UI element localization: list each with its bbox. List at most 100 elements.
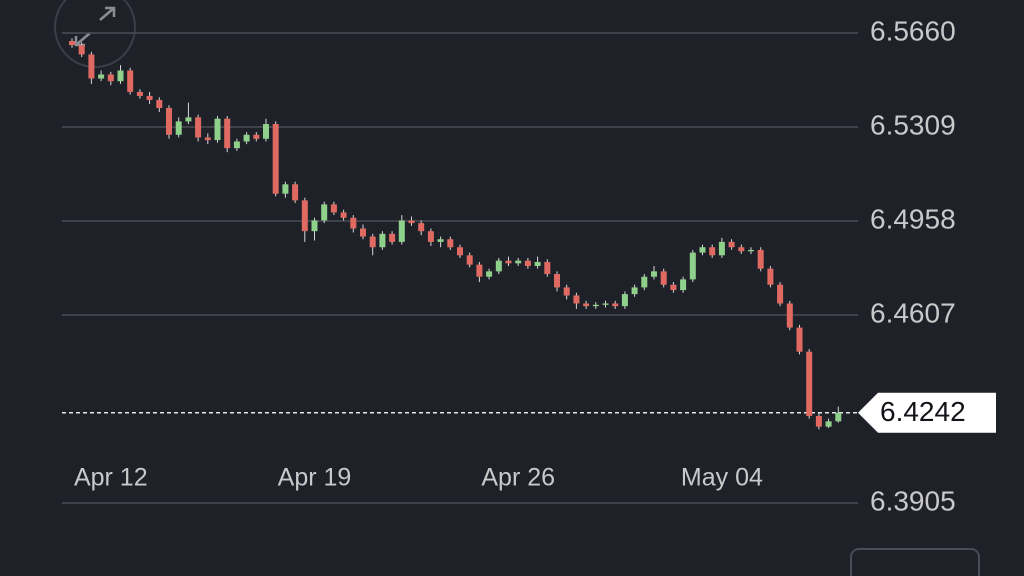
candle-body bbox=[398, 220, 405, 242]
candle-body bbox=[214, 118, 221, 141]
candle-body bbox=[602, 303, 609, 305]
candle-body bbox=[224, 118, 231, 149]
candle-body bbox=[117, 70, 124, 82]
candle-body bbox=[263, 124, 269, 139]
candle-body bbox=[573, 295, 580, 304]
candle-body bbox=[699, 247, 706, 253]
corner-button[interactable] bbox=[850, 548, 980, 576]
candle-body bbox=[515, 260, 522, 264]
candle-body bbox=[466, 255, 473, 265]
candle-body bbox=[98, 74, 105, 79]
candle-body bbox=[476, 264, 483, 277]
candle-body bbox=[544, 261, 551, 275]
candle-body bbox=[107, 74, 114, 82]
expand-circle bbox=[54, 0, 136, 68]
candle-body bbox=[786, 303, 793, 328]
candle-body bbox=[292, 184, 299, 201]
candle-body bbox=[418, 223, 425, 232]
candle-body bbox=[195, 117, 202, 138]
candle-body bbox=[486, 271, 493, 277]
candle-body bbox=[612, 303, 619, 307]
candle-body bbox=[233, 141, 240, 149]
candle-body bbox=[495, 260, 502, 272]
candle-body bbox=[175, 121, 182, 135]
candle-body bbox=[505, 260, 512, 264]
candle-body bbox=[69, 41, 75, 46]
candle-body bbox=[156, 99, 163, 108]
candle-body bbox=[253, 134, 260, 139]
candle-body bbox=[738, 247, 745, 252]
candle-body bbox=[78, 45, 85, 55]
y-tick-label: 6.5309 bbox=[870, 109, 956, 140]
expand-button[interactable] bbox=[54, 0, 136, 68]
x-tick-label: Apr 19 bbox=[278, 464, 352, 492]
candle-body bbox=[408, 220, 415, 224]
candle-body bbox=[166, 107, 172, 135]
expand-icon bbox=[74, 6, 116, 47]
x-tick-label: Apr 12 bbox=[74, 464, 148, 492]
last-price-tag bbox=[858, 392, 996, 433]
candle-body bbox=[272, 124, 279, 194]
candle-body bbox=[447, 239, 454, 248]
candle-body bbox=[321, 204, 328, 221]
candle-body bbox=[670, 284, 677, 291]
candle-body bbox=[204, 137, 211, 141]
x-tick-label: May 04 bbox=[681, 464, 763, 492]
candle-body bbox=[88, 54, 95, 79]
labels: 6.5660 6.5309 6.4958 6.4607 6.3905 Apr 12 Apr … bbox=[74, 15, 996, 516]
candle-body bbox=[282, 184, 289, 194]
candle-body bbox=[592, 304, 599, 307]
candle-body bbox=[796, 327, 803, 352]
candle-body bbox=[243, 134, 250, 142]
candle-body bbox=[340, 212, 347, 218]
candle-body bbox=[757, 249, 764, 269]
candle-body bbox=[136, 91, 143, 96]
candle-body bbox=[457, 247, 463, 256]
candle-body bbox=[127, 70, 134, 92]
candle-body bbox=[641, 276, 648, 288]
y-tick-label: 6.3905 bbox=[870, 485, 956, 516]
y-tick-label: 6.4607 bbox=[870, 297, 956, 328]
last-price-label: 6.4242 bbox=[880, 396, 966, 427]
candle-body bbox=[360, 228, 366, 237]
candle-body bbox=[748, 249, 754, 252]
candle-body bbox=[185, 117, 192, 122]
candle-body bbox=[806, 351, 813, 416]
candle-body bbox=[369, 236, 376, 248]
candle-body bbox=[825, 421, 832, 427]
candle-body bbox=[534, 261, 541, 266]
candle-body bbox=[835, 412, 842, 422]
x-tick-label: Apr 26 bbox=[481, 464, 555, 492]
y-tick-label: 6.4958 bbox=[870, 203, 956, 234]
candle-body bbox=[427, 231, 434, 242]
candle-body bbox=[563, 287, 570, 296]
candle-body bbox=[437, 239, 444, 242]
candle-body bbox=[379, 233, 386, 248]
candle-body bbox=[718, 241, 725, 256]
candle-body bbox=[815, 415, 822, 427]
candles bbox=[69, 38, 842, 430]
candle-body bbox=[524, 260, 531, 266]
candle-body bbox=[777, 284, 784, 304]
candle-body bbox=[311, 220, 318, 232]
candle-body bbox=[680, 279, 687, 291]
candle-body bbox=[621, 294, 628, 307]
candle-body bbox=[301, 200, 308, 232]
candle-body bbox=[767, 268, 774, 285]
candle-body bbox=[728, 241, 735, 248]
candle-body bbox=[631, 287, 638, 295]
candle-body bbox=[709, 247, 716, 256]
y-tick-label: 6.5660 bbox=[870, 15, 956, 46]
candle-body bbox=[583, 303, 590, 307]
grid bbox=[62, 32, 858, 504]
candle-body bbox=[350, 217, 357, 229]
candle-body bbox=[554, 274, 560, 288]
candle-body bbox=[689, 252, 696, 280]
candle-body bbox=[146, 95, 153, 100]
candle-body bbox=[660, 271, 667, 285]
candle-body bbox=[330, 204, 337, 213]
candle-body bbox=[651, 271, 657, 277]
